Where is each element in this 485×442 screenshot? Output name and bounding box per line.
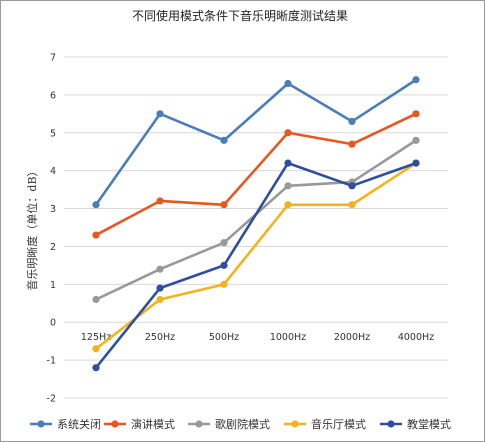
data-point — [220, 280, 228, 288]
series-line — [95, 161, 417, 350]
y-tick-label: 5 — [50, 128, 56, 139]
legend-item: 演讲模式 — [104, 417, 175, 431]
data-point — [156, 265, 164, 273]
x-tick-labels: 125Hz 250Hz 500Hz 1000Hz 2000Hz 4000Hz — [81, 332, 434, 343]
y-tick-label: -1 — [47, 356, 56, 367]
legend-label: 音乐厅模式 — [311, 417, 366, 431]
series-5 — [92, 159, 420, 372]
x-tick-label: 2000Hz — [334, 332, 370, 343]
data-point — [284, 159, 292, 167]
data-point — [220, 239, 228, 247]
y-axis-label: 音乐明晰度（单位：dB） — [25, 165, 39, 290]
data-point — [284, 201, 292, 209]
data-point — [412, 136, 420, 144]
legend-swatch-marker — [111, 420, 119, 428]
y-tick-label: 6 — [50, 90, 56, 101]
legend-swatch-marker — [387, 420, 395, 428]
legend-label: 系统关闭 — [57, 417, 101, 431]
series-line — [95, 139, 417, 301]
data-point — [156, 110, 164, 118]
data-point — [92, 364, 100, 372]
y-tick-label: 7 — [50, 53, 56, 64]
data-point — [412, 159, 420, 167]
x-tick-label: 1000Hz — [270, 332, 306, 343]
y-tick-label: 3 — [50, 204, 56, 215]
data-point — [412, 110, 420, 118]
gridlines — [64, 56, 448, 399]
data-point — [92, 345, 100, 353]
series-lines — [92, 76, 420, 372]
data-point — [156, 197, 164, 205]
data-point — [156, 295, 164, 304]
legend-swatch-marker — [195, 420, 203, 428]
data-point — [284, 129, 292, 137]
series-1 — [92, 76, 420, 209]
legend: 系统关闭 演讲模式 歌剧院模式 音乐厅模式 教堂模式 — [30, 417, 451, 431]
data-point — [220, 261, 228, 269]
legend-item: 歌剧院模式 — [188, 417, 270, 431]
legend-item: 音乐厅模式 — [284, 417, 366, 431]
series-2 — [92, 110, 420, 239]
y-tick-label: -2 — [47, 394, 56, 405]
legend-item: 系统关闭 — [30, 417, 101, 431]
legend-label: 歌剧院模式 — [215, 417, 270, 431]
y-tick-labels: -2 -1 0 1 2 3 4 5 6 7 — [47, 53, 56, 405]
x-tick-label: 500Hz — [209, 332, 239, 343]
series-line — [94, 78, 417, 206]
data-point — [284, 79, 292, 88]
series-line — [95, 112, 417, 237]
data-point — [92, 295, 100, 304]
y-tick-label: 1 — [50, 280, 56, 291]
legend-swatch-marker — [291, 420, 299, 428]
series-line — [94, 161, 417, 369]
series-4 — [92, 159, 420, 353]
y-tick-label: 4 — [50, 166, 56, 177]
data-point — [220, 136, 228, 144]
data-point — [156, 284, 164, 292]
data-point — [220, 201, 228, 209]
legend-label: 教堂模式 — [407, 418, 451, 431]
x-tick-label: 125Hz — [81, 332, 111, 343]
y-tick-label: 2 — [50, 242, 56, 253]
data-point — [92, 231, 100, 239]
x-tick-label: 250Hz — [145, 332, 175, 343]
data-point — [92, 201, 100, 209]
legend-item: 教堂模式 — [380, 418, 451, 431]
y-tick-label: 0 — [50, 318, 56, 329]
legend-label: 演讲模式 — [131, 417, 175, 431]
chart-title: 不同使用模式条件下音乐明晰度测试结果 — [132, 8, 348, 23]
x-tick-label: 4000Hz — [398, 332, 434, 343]
data-point — [412, 76, 420, 84]
legend-swatch-marker — [37, 420, 45, 428]
data-point — [348, 201, 356, 209]
data-point — [348, 117, 356, 126]
series-3 — [92, 136, 420, 304]
data-point — [348, 140, 356, 148]
data-point — [284, 182, 292, 190]
data-point — [348, 182, 356, 190]
